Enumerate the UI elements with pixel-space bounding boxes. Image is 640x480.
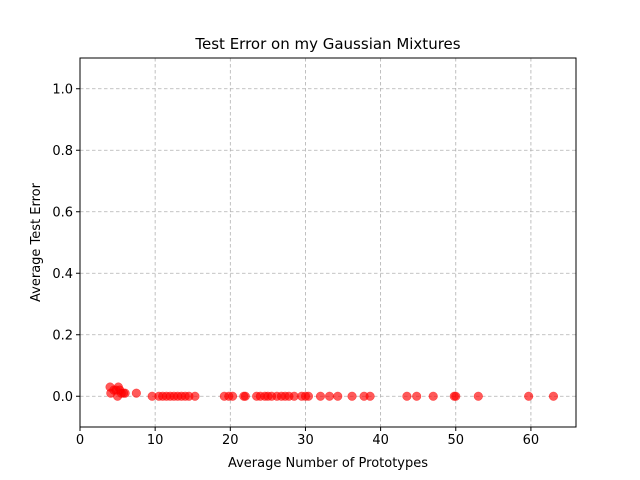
data-point xyxy=(365,391,375,401)
y-tick-label: 0.0 xyxy=(52,390,73,405)
grid xyxy=(80,58,576,427)
x-tick-label: 20 xyxy=(222,433,239,448)
data-point xyxy=(228,391,238,401)
y-tick-label: 0.8 xyxy=(52,144,73,159)
data-point xyxy=(333,391,343,401)
data-point xyxy=(303,391,314,401)
x-tick-label: 50 xyxy=(447,433,464,448)
data-point xyxy=(451,391,461,401)
data-point xyxy=(190,391,200,401)
data-point xyxy=(240,391,250,401)
data-point xyxy=(120,388,130,398)
plot-frame xyxy=(79,57,577,428)
data-point xyxy=(324,391,335,401)
y-tick-label: 0.2 xyxy=(52,328,73,343)
x-tick-label: 10 xyxy=(147,433,164,448)
data-point xyxy=(131,388,141,398)
x-axis-label: Average Number of Prototypes xyxy=(228,456,428,471)
y-axis-label: Average Test Error xyxy=(29,182,44,302)
x-tick-label: 40 xyxy=(372,433,389,448)
chart-title: Test Error on my Gaussian Mixtures xyxy=(194,35,460,53)
data-point xyxy=(315,391,326,401)
data-point xyxy=(347,391,357,401)
data-points xyxy=(105,382,559,401)
y-tick-label: 1.0 xyxy=(52,82,73,97)
x-tick-label: 0 xyxy=(76,433,84,448)
data-point xyxy=(412,391,422,401)
data-point xyxy=(402,391,412,401)
data-point xyxy=(428,391,438,401)
x-tick-label: 60 xyxy=(523,433,540,448)
data-point xyxy=(473,391,483,401)
y-tick-label: 0.6 xyxy=(52,205,73,220)
y-tick-label: 0.4 xyxy=(52,267,73,282)
x-tick-label: 30 xyxy=(297,433,314,448)
data-point xyxy=(524,391,534,401)
axis-ticks: 0 10 20 30 40 50 60 0.0 0.2 0.4 0.6 0.8 1.0 xyxy=(52,82,539,448)
data-point xyxy=(548,391,559,401)
